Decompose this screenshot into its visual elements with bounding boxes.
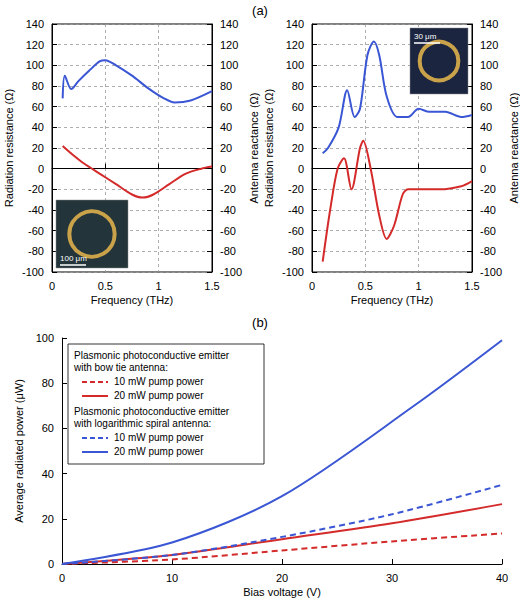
svg-text:-40: -40 <box>220 204 236 216</box>
svg-text:20: 20 <box>32 142 44 154</box>
svg-text:60: 60 <box>220 101 232 113</box>
svg-text:(b): (b) <box>252 315 268 330</box>
svg-text:0: 0 <box>298 163 304 175</box>
svg-text:10 mW pump power: 10 mW pump power <box>114 432 204 443</box>
svg-text:-100: -100 <box>220 266 242 278</box>
svg-text:0: 0 <box>59 572 65 584</box>
svg-text:40: 40 <box>42 468 54 480</box>
svg-text:100 μm: 100 μm <box>60 254 87 263</box>
svg-text:60: 60 <box>42 422 54 434</box>
svg-text:-80: -80 <box>220 245 236 257</box>
svg-text:10: 10 <box>166 572 178 584</box>
svg-text:with logarithmic spiral antenn: with logarithmic spiral antenna: <box>73 418 211 429</box>
svg-text:Antenna reactance (Ω): Antenna reactance (Ω) <box>508 93 520 204</box>
svg-text:20: 20 <box>276 572 288 584</box>
svg-text:40: 40 <box>32 121 44 133</box>
svg-text:-60: -60 <box>28 225 44 237</box>
svg-text:-60: -60 <box>480 225 496 237</box>
svg-text:100: 100 <box>480 59 498 71</box>
svg-text:0.5: 0.5 <box>98 280 113 292</box>
svg-text:100: 100 <box>286 59 304 71</box>
svg-text:Frequency (THz): Frequency (THz) <box>351 294 434 306</box>
svg-text:80: 80 <box>220 80 232 92</box>
svg-text:-100: -100 <box>282 266 304 278</box>
svg-text:120: 120 <box>286 39 304 51</box>
svg-text:-80: -80 <box>480 245 496 257</box>
svg-text:20: 20 <box>220 142 232 154</box>
svg-text:Average radiated power (μW): Average radiated power (μW) <box>13 379 25 523</box>
svg-text:20 mW pump power: 20 mW pump power <box>114 446 204 457</box>
svg-text:20: 20 <box>42 513 54 525</box>
svg-text:100: 100 <box>220 59 238 71</box>
svg-text:0: 0 <box>220 163 226 175</box>
svg-text:-80: -80 <box>288 245 304 257</box>
svg-text:-60: -60 <box>288 225 304 237</box>
svg-text:120: 120 <box>480 39 498 51</box>
svg-text:100: 100 <box>36 332 54 344</box>
svg-text:0: 0 <box>480 163 486 175</box>
svg-text:1: 1 <box>416 280 422 292</box>
svg-text:-40: -40 <box>480 204 496 216</box>
svg-text:Radiation resistance (Ω): Radiation resistance (Ω) <box>3 89 15 207</box>
svg-text:30 μm: 30 μm <box>414 32 437 41</box>
svg-text:60: 60 <box>292 101 304 113</box>
svg-text:40: 40 <box>496 572 508 584</box>
svg-text:10 mW pump power: 10 mW pump power <box>114 376 204 387</box>
svg-text:30: 30 <box>386 572 398 584</box>
svg-text:80: 80 <box>32 80 44 92</box>
svg-text:140: 140 <box>480 18 498 30</box>
svg-text:-100: -100 <box>480 266 502 278</box>
svg-text:40: 40 <box>480 121 492 133</box>
svg-text:(a): (a) <box>252 3 268 18</box>
svg-text:-20: -20 <box>28 183 44 195</box>
svg-text:60: 60 <box>480 101 492 113</box>
svg-text:-100: -100 <box>22 266 44 278</box>
svg-text:-20: -20 <box>288 183 304 195</box>
svg-text:-40: -40 <box>28 204 44 216</box>
svg-text:100: 100 <box>26 59 44 71</box>
svg-text:Frequency (THz): Frequency (THz) <box>91 294 174 306</box>
svg-text:-60: -60 <box>220 225 236 237</box>
svg-text:20: 20 <box>480 142 492 154</box>
svg-text:80: 80 <box>292 80 304 92</box>
svg-text:120: 120 <box>26 39 44 51</box>
svg-text:140: 140 <box>220 18 238 30</box>
svg-text:0: 0 <box>48 558 54 570</box>
svg-text:Bias voltage (V): Bias voltage (V) <box>243 586 321 598</box>
svg-text:Antenna reactance (Ω): Antenna reactance (Ω) <box>248 93 260 204</box>
svg-text:-20: -20 <box>480 183 496 195</box>
svg-text:0: 0 <box>49 280 55 292</box>
svg-text:140: 140 <box>26 18 44 30</box>
svg-text:120: 120 <box>220 39 238 51</box>
svg-text:0: 0 <box>309 280 315 292</box>
svg-text:20: 20 <box>292 142 304 154</box>
svg-text:140: 140 <box>286 18 304 30</box>
svg-text:1: 1 <box>156 280 162 292</box>
svg-text:20 mW pump power: 20 mW pump power <box>114 390 204 401</box>
svg-text:80: 80 <box>480 80 492 92</box>
svg-text:40: 40 <box>220 121 232 133</box>
svg-text:0.5: 0.5 <box>358 280 373 292</box>
svg-text:0: 0 <box>38 163 44 175</box>
svg-text:1.5: 1.5 <box>204 280 219 292</box>
svg-text:80: 80 <box>42 377 54 389</box>
svg-text:-80: -80 <box>28 245 44 257</box>
svg-text:Plasmonic photoconductive emit: Plasmonic photoconductive emitter <box>74 406 230 417</box>
svg-text:-20: -20 <box>220 183 236 195</box>
svg-text:40: 40 <box>292 121 304 133</box>
svg-text:-40: -40 <box>288 204 304 216</box>
svg-text:Plasmonic photoconductive emit: Plasmonic photoconductive emitter <box>74 350 230 361</box>
svg-text:60: 60 <box>32 101 44 113</box>
svg-text:Radiation resistance (Ω): Radiation resistance (Ω) <box>263 89 275 207</box>
svg-text:with bow tie antenna:: with bow tie antenna: <box>73 362 168 373</box>
svg-text:1.5: 1.5 <box>464 280 479 292</box>
